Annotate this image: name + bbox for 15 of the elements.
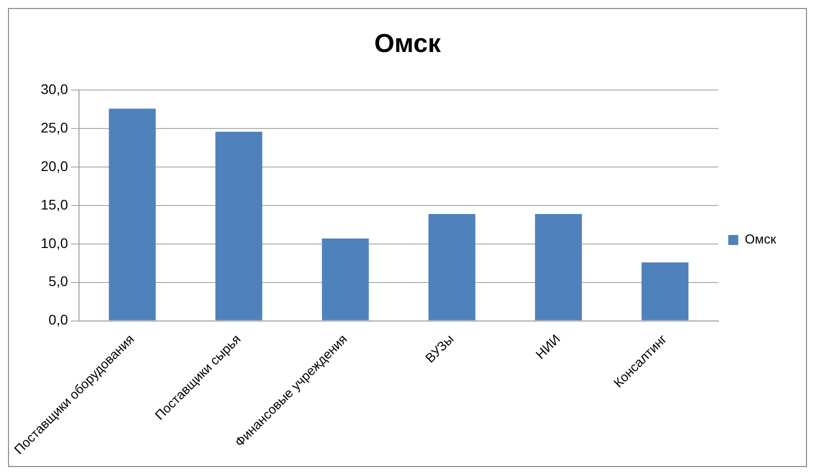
bar bbox=[535, 214, 582, 320]
y-tick-label: 5,0 bbox=[48, 273, 68, 290]
bar bbox=[215, 132, 262, 320]
bar bbox=[108, 108, 156, 320]
y-tick-label: 30,0 bbox=[40, 81, 68, 98]
chart-title: Омск bbox=[374, 28, 442, 58]
y-tick-label: 20,0 bbox=[40, 158, 68, 174]
y-tick-label: 10,0 bbox=[40, 234, 68, 251]
y-tick-label: 0,0 bbox=[48, 312, 68, 328]
legend-label: Омск bbox=[744, 232, 776, 247]
bar bbox=[642, 262, 688, 320]
bar bbox=[428, 214, 476, 320]
y-tick-label: 15,0 bbox=[40, 196, 68, 212]
bar bbox=[322, 238, 369, 320]
y-tick-label: 25,0 bbox=[40, 119, 68, 136]
